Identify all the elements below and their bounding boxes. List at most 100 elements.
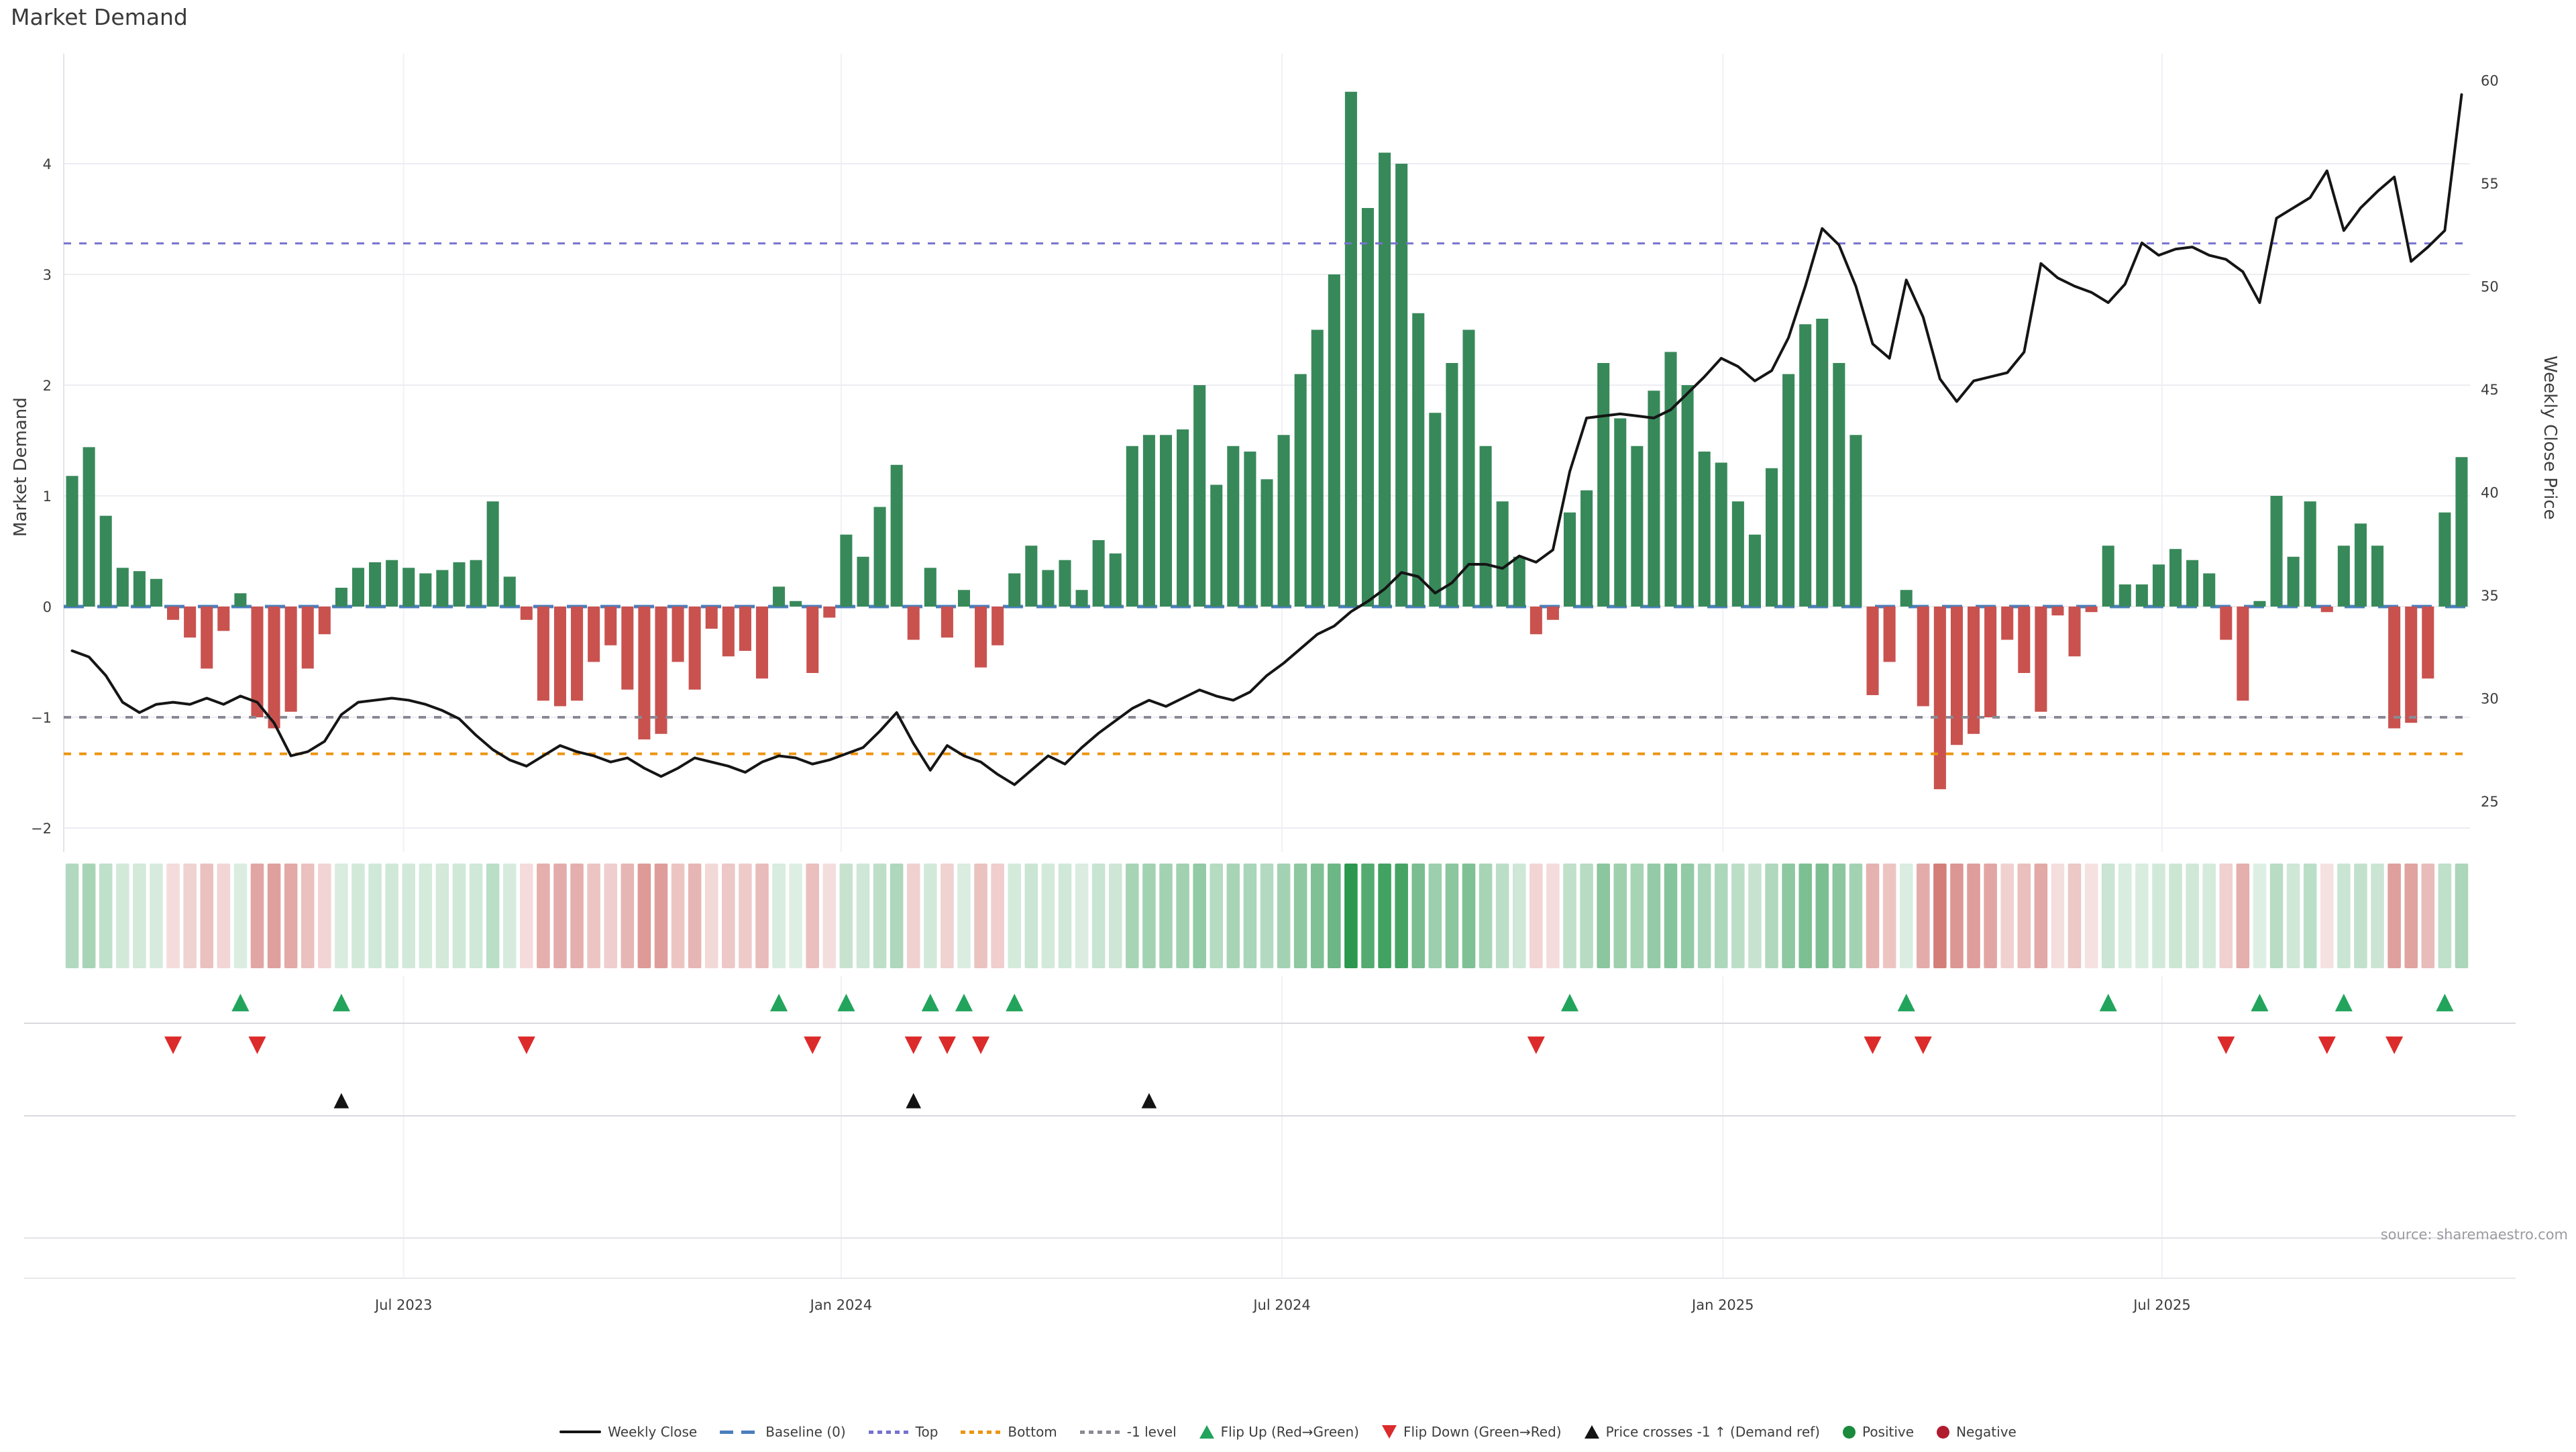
demand-bar (1328, 274, 1340, 607)
demand-bar (991, 607, 1004, 645)
left-axis-tick: 3 (43, 267, 52, 283)
demand-bar (133, 571, 146, 607)
legend-item-label: Top (915, 1424, 938, 1440)
heatmap-cell (604, 864, 618, 968)
demand-bar (1126, 446, 1138, 607)
flip-down-marker (2385, 1036, 2404, 1054)
heatmap-cell (1933, 864, 1947, 968)
demand-bar (1412, 313, 1425, 607)
heatmap-cell (2286, 864, 2300, 968)
flip-up-marker (2334, 994, 2353, 1012)
heatmap-cell (419, 864, 433, 968)
demand-bar (2035, 607, 2047, 712)
axis-tick-labels: 4 3 2 1 0 −1 −2 60 55 50 45 40 35 30 25 Jul 2023 Jan 202… (31, 73, 2499, 1314)
heatmap-cell (2371, 864, 2384, 968)
heatmap-cell (739, 864, 752, 968)
heatmap-cell (1058, 864, 1072, 968)
heatmap-cell (974, 864, 987, 968)
demand-bar (1597, 363, 1610, 607)
heatmap-cell (435, 864, 449, 968)
legend-item-label: Price crosses -1 ↑ (Demand ref) (1605, 1424, 1820, 1440)
heatmap-cell (1916, 864, 1930, 968)
demand-bar (907, 607, 920, 640)
right-axis-tick: 25 (2481, 794, 2499, 810)
legend-tri-up-swatch (1199, 1425, 1214, 1439)
heatmap-cell (654, 864, 668, 968)
left-axis-tick: 1 (43, 488, 52, 505)
heatmap-cell (1142, 864, 1156, 968)
heatmap-cell (1546, 864, 1560, 968)
demand-bar (2253, 601, 2266, 607)
flip-up-marker (231, 994, 250, 1012)
heatmap-cell (2236, 864, 2250, 968)
demand-bar (1025, 546, 1038, 607)
demand-bar (2001, 607, 2014, 640)
demand-bar (2135, 584, 2148, 607)
heatmap-cell (772, 864, 786, 968)
heatmap-cell (1277, 864, 1291, 968)
flip-down-marker (804, 1036, 822, 1054)
demand-bar (184, 607, 197, 638)
heatmap-cell (1680, 864, 1695, 968)
heatmap-cell (1697, 864, 1711, 968)
heatmap-cell (2219, 864, 2233, 968)
demand-bar (705, 607, 718, 629)
demand-bar (1210, 484, 1223, 607)
heatmap-cell (1108, 864, 1122, 968)
demand-bar (1277, 435, 1290, 607)
flip-markers (164, 994, 2454, 1108)
demand-bar (2237, 607, 2249, 701)
heatmap-cell (452, 864, 466, 968)
heatmap-cell (1866, 864, 1880, 968)
demand-bar (1142, 435, 1155, 607)
heatmap-cell (621, 864, 635, 968)
heatmap-cell (822, 864, 837, 968)
heatmap-cell (368, 864, 382, 968)
demand-bar (486, 501, 499, 607)
heatmap-cell (301, 864, 315, 968)
right-axis-tick: 30 (2481, 691, 2499, 707)
demand-bar (1513, 556, 1525, 607)
demand-bar (167, 607, 180, 620)
heatmap-cell (2438, 864, 2452, 968)
right-axis-tick: 55 (2481, 176, 2499, 192)
right-axis-title: Weekly Close Price (2540, 356, 2560, 520)
heatmap-cell (1310, 864, 1324, 968)
demand-bar (217, 607, 230, 631)
demand-bar (1731, 501, 1744, 607)
heatmap-cell (150, 864, 163, 968)
heatmap-cell (570, 864, 584, 968)
demand-bar (672, 607, 684, 662)
heatmap-cell (2404, 864, 2418, 968)
demand-bar (2337, 546, 2350, 607)
demand-bar (1765, 468, 1778, 607)
heatmap-cell (2000, 864, 2014, 968)
demand-bar (604, 607, 617, 645)
flip-down-marker (517, 1036, 535, 1054)
left-axis-tick: −2 (31, 821, 52, 837)
left-axis-tick: −1 (31, 710, 52, 726)
legend-item-label: Weekly Close (608, 1424, 698, 1440)
heatmap-cell (873, 864, 887, 968)
demand-bar (857, 556, 869, 607)
legend-item: Baseline (0) (720, 1424, 846, 1440)
demand-bar (1311, 329, 1324, 607)
demand-bar (2152, 564, 2165, 607)
legend-tri-down-swatch (1381, 1425, 1397, 1439)
demand-bar (1075, 590, 1088, 607)
heatmap-cell (217, 864, 231, 968)
heatmap-cell (1260, 864, 1274, 968)
heatmap-cell (1613, 864, 1627, 968)
heatmap-cell (1428, 864, 1442, 968)
heatmap-cell (688, 864, 702, 968)
price-cross-marker (333, 1093, 350, 1108)
demand-bar (1529, 607, 1542, 635)
demand-bar (2388, 607, 2401, 729)
source-note: source: sharemaestro.com (2380, 1227, 2568, 1243)
legend-circle-swatch (1842, 1425, 1856, 1439)
demand-bar (1042, 570, 1055, 607)
legend-item: Positive (1842, 1424, 1914, 1440)
flip-up-marker (2436, 994, 2454, 1012)
heatmap-cell (856, 864, 870, 968)
heatmap-cell (1378, 864, 1391, 968)
